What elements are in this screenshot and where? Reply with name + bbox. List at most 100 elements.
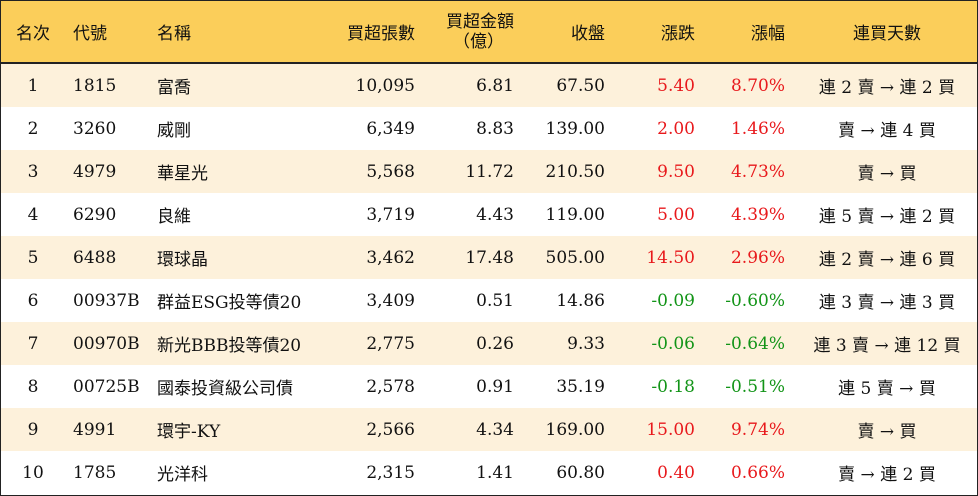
- header-name: 名稱: [157, 24, 191, 44]
- cell-change: 0.40: [657, 462, 695, 483]
- table-row: 7 00970B 新光BBB投等債20 2,775 0.26 9.33 -0.06 -0.64…: [1, 322, 977, 365]
- cell-name: 富喬: [157, 78, 191, 98]
- cell-code: 00970B: [73, 333, 140, 354]
- cell-name: 新光BBB投等債20: [157, 336, 302, 356]
- table-row: 6 00937B 群益ESG投等債20 3,409 0.51 14.86 -0.09 -0.6…: [1, 279, 977, 322]
- cell-code: 6488: [73, 247, 117, 268]
- cell-change: 5.40: [657, 75, 695, 96]
- cell-pct: 8.70%: [730, 75, 785, 96]
- header-amount: 買超金額 （億）: [404, 1, 514, 62]
- cell-code: 00937B: [73, 290, 140, 311]
- cell-name: 光洋科: [157, 465, 208, 485]
- cell-change: -0.06: [651, 333, 695, 354]
- table-row: 4 6290 良維 3,719 4.43 119.00 5.00 4.39% 連 5 賣 → 連…: [1, 193, 977, 236]
- cell-pct: 2.96%: [730, 247, 785, 268]
- header-amount-line2: （億）: [453, 31, 504, 52]
- table-row: 2 3260 威剛 6,349 8.83 139.00 2.00 1.46% 賣 → 連 4 買: [1, 107, 977, 150]
- cell-pct: 9.74%: [730, 419, 785, 440]
- cell-name: 群益ESG投等債20: [157, 293, 302, 313]
- cell-pct: -0.51%: [725, 376, 785, 397]
- header-rank: 名次: [16, 24, 50, 44]
- cell-change: 2.00: [657, 118, 695, 139]
- cell-volume: 2,775: [366, 333, 415, 354]
- cell-days: 賣 → 連 2 買: [838, 465, 936, 485]
- cell-close: 35.19: [556, 376, 605, 397]
- cell-code: 3260: [73, 118, 117, 139]
- cell-close: 9.33: [567, 333, 605, 354]
- cell-amount: 0.51: [476, 290, 514, 311]
- table-row: 3 4979 華星光 5,568 11.72 210.50 9.50 4.73% 賣 → 買: [1, 150, 977, 193]
- cell-name: 環宇-KY: [157, 422, 221, 442]
- cell-close: 14.86: [556, 290, 605, 311]
- cell-days: 連 5 賣 → 買: [838, 379, 936, 399]
- cell-rank: 4: [27, 204, 39, 225]
- cell-change: 9.50: [657, 161, 695, 182]
- cell-volume: 2,578: [366, 376, 415, 397]
- cell-close: 210.50: [545, 161, 605, 182]
- cell-name: 國泰投資級公司債: [157, 379, 293, 399]
- cell-days: 連 5 賣 → 連 2 買: [818, 207, 956, 227]
- cell-volume: 10,095: [355, 75, 415, 96]
- cell-close: 60.80: [556, 462, 605, 483]
- cell-volume: 6,349: [366, 118, 415, 139]
- cell-volume: 3,462: [366, 247, 415, 268]
- cell-code: 1815: [73, 75, 117, 96]
- cell-amount: 11.72: [465, 161, 514, 182]
- cell-rank: 10: [22, 462, 44, 483]
- cell-rank: 5: [27, 247, 39, 268]
- cell-amount: 1.41: [476, 462, 514, 483]
- cell-rank: 2: [27, 118, 39, 139]
- header-volume: 買超張數: [347, 24, 415, 44]
- cell-volume: 3,719: [366, 204, 415, 225]
- cell-days: 賣 → 連 4 買: [838, 121, 936, 141]
- cell-name: 華星光: [157, 164, 208, 184]
- cell-pct: 4.39%: [730, 204, 785, 225]
- table-row: 1 1815 富喬 10,095 6.81 67.50 5.40 8.70% 連 2 賣 → 連…: [1, 64, 977, 107]
- cell-rank: 9: [27, 419, 39, 440]
- cell-code: 6290: [73, 204, 117, 225]
- cell-days: 賣 → 買: [857, 164, 917, 184]
- cell-days: 連 2 賣 → 連 2 買: [818, 78, 956, 98]
- header-code: 代號: [73, 24, 107, 44]
- table-row: 8 00725B 國泰投資級公司債 2,578 0.91 35.19 -0.18 -0.51%…: [1, 365, 977, 408]
- cell-change: 14.50: [646, 247, 695, 268]
- cell-change: -0.09: [651, 290, 695, 311]
- cell-change: 5.00: [657, 204, 695, 225]
- cell-amount: 0.91: [476, 376, 514, 397]
- cell-change: 15.00: [646, 419, 695, 440]
- cell-name: 環球晶: [157, 250, 208, 270]
- cell-rank: 6: [27, 290, 39, 311]
- cell-volume: 2,566: [366, 419, 415, 440]
- cell-rank: 1: [27, 75, 39, 96]
- cell-code: 1785: [73, 462, 117, 483]
- cell-amount: 6.81: [476, 75, 514, 96]
- cell-close: 119.00: [545, 204, 605, 225]
- cell-pct: -0.64%: [725, 333, 785, 354]
- cell-rank: 3: [27, 161, 39, 182]
- cell-pct: 4.73%: [730, 161, 785, 182]
- cell-pct: -0.60%: [725, 290, 785, 311]
- header-change: 漲跌: [661, 24, 695, 44]
- cell-rank: 7: [27, 333, 39, 354]
- cell-volume: 2,315: [366, 462, 415, 483]
- cell-code: 4979: [73, 161, 117, 182]
- cell-code: 00725B: [73, 376, 140, 397]
- cell-close: 169.00: [545, 419, 605, 440]
- cell-code: 4991: [73, 419, 117, 440]
- cell-close: 139.00: [545, 118, 605, 139]
- cell-volume: 3,409: [366, 290, 415, 311]
- header-amount-line1: 買超金額: [446, 11, 514, 32]
- table-row: 10 1785 光洋科 2,315 1.41 60.80 0.40 0.66% 賣 → 連 2 …: [1, 451, 977, 494]
- cell-name: 良維: [157, 207, 191, 227]
- cell-change: -0.18: [651, 376, 695, 397]
- header-close: 收盤: [571, 24, 605, 44]
- cell-close: 67.50: [556, 75, 605, 96]
- cell-amount: 4.43: [476, 204, 514, 225]
- cell-volume: 5,568: [366, 161, 415, 182]
- cell-amount: 8.83: [476, 118, 514, 139]
- table-row: 9 4991 環宇-KY 2,566 4.34 169.00 15.00 9.74% 賣 → 買: [1, 408, 977, 451]
- cell-amount: 17.48: [465, 247, 514, 268]
- cell-close: 505.00: [545, 247, 605, 268]
- cell-pct: 0.66%: [730, 462, 785, 483]
